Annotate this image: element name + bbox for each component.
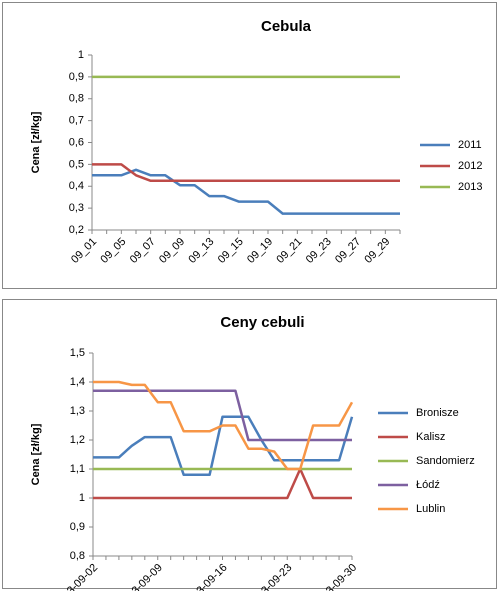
series-line xyxy=(92,168,400,215)
y-tick-label: 0,2 xyxy=(69,224,84,236)
y-tick-label: 1,3 xyxy=(70,405,85,417)
legend-label: Sandomierz xyxy=(416,455,475,467)
y-tick-label: 1,5 xyxy=(70,347,85,359)
legend-label: 2011 xyxy=(458,139,482,151)
y-tick-label: 0,8 xyxy=(69,93,84,105)
series-line xyxy=(93,415,354,477)
series-line xyxy=(93,380,354,471)
legend-label: Kalisz xyxy=(416,431,445,443)
chart-title: Ceny cebuli xyxy=(220,314,304,331)
y-tick-label: 0,9 xyxy=(70,521,85,533)
chart-frame xyxy=(2,299,497,589)
y-tick-label: 0,9 xyxy=(69,71,84,83)
y-tick-label: 0,8 xyxy=(70,550,85,562)
y-axis-title: Cena [zł/kg] xyxy=(30,111,42,173)
y-tick-label: 0,5 xyxy=(69,158,84,170)
series-line xyxy=(92,163,400,183)
legend-label: Łódź xyxy=(416,479,440,491)
y-tick-label: 1,4 xyxy=(70,376,85,388)
y-tick-label: 0,4 xyxy=(69,180,84,192)
chart-frame xyxy=(2,2,497,289)
legend-label: 2012 xyxy=(458,160,482,172)
y-tick-label: 0,3 xyxy=(69,202,84,214)
chart-title: Cebula xyxy=(261,18,312,35)
series-line xyxy=(93,467,352,500)
y-tick-label: 1,2 xyxy=(70,434,85,446)
y-tick-label: 0,6 xyxy=(69,136,84,148)
legend-label: Lublin xyxy=(416,503,445,515)
y-tick-label: 1 xyxy=(79,492,85,504)
legend-label: 2013 xyxy=(458,181,482,193)
y-tick-label: 0,7 xyxy=(69,115,84,127)
legend-label: Bronisze xyxy=(416,407,459,419)
y-axis-title: Cena [zł/kg] xyxy=(30,423,42,485)
y-tick-label: 1,1 xyxy=(70,463,85,475)
y-tick-label: 1 xyxy=(78,49,84,61)
